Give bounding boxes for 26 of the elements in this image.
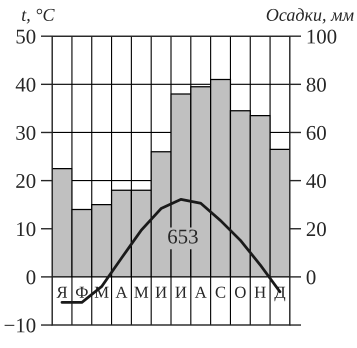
y2-tick-label: 20 (306, 222, 326, 236)
annotation: 653 (168, 230, 198, 244)
x-tick-label: С (216, 286, 226, 298)
x-tick-label: М (134, 286, 148, 298)
x-tick-label: Н (254, 286, 266, 298)
x-tick-label: Ф (76, 286, 88, 298)
y-tick-label: 10 (17, 222, 36, 236)
y2-tick-label: 0 (306, 270, 316, 284)
y2-tick-label: 40 (306, 174, 326, 188)
x-tick-label: Я (56, 286, 68, 298)
x-tick-label: О (235, 286, 246, 298)
y-tick-label: 20 (16, 174, 36, 188)
y2-axis-title: Осадки, мм (266, 8, 354, 24)
y-tick-label: 50 (16, 30, 36, 44)
y-tick-label: −10 (4, 318, 36, 332)
y2-tick-label: 100 (308, 30, 336, 44)
y-tick-label: 30 (16, 126, 36, 140)
y-tick-label: 40 (16, 78, 36, 92)
x-tick-label: А (194, 286, 207, 298)
y-axis-title: t, °C (22, 8, 55, 24)
x-tick-label: А (116, 286, 128, 298)
x-tick-label: И (175, 286, 186, 298)
y2-tick-label: 80 (306, 78, 326, 92)
y-tick-label: 0 (26, 270, 36, 284)
y2-tick-label: 60 (306, 126, 326, 140)
x-tick-label: И (156, 286, 167, 298)
